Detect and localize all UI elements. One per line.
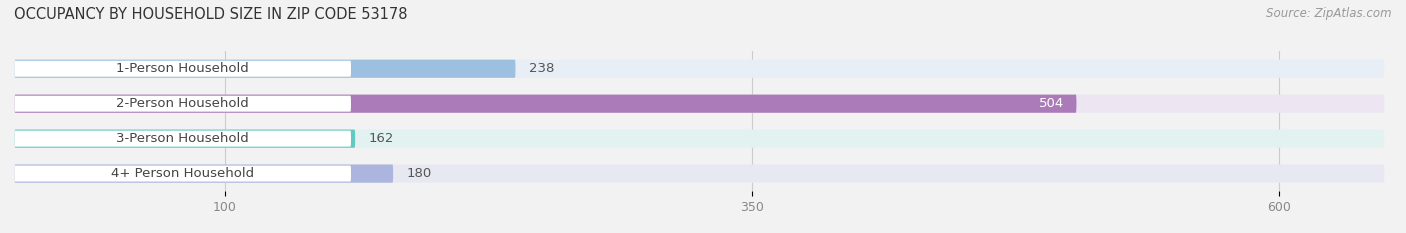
Text: 504: 504 [1039, 97, 1064, 110]
FancyBboxPatch shape [14, 131, 352, 147]
Text: 2-Person Household: 2-Person Household [117, 97, 249, 110]
Text: 4+ Person Household: 4+ Person Household [111, 167, 254, 180]
FancyBboxPatch shape [14, 130, 1385, 148]
FancyBboxPatch shape [14, 60, 1385, 78]
FancyBboxPatch shape [14, 60, 516, 78]
FancyBboxPatch shape [14, 166, 352, 182]
Text: OCCUPANCY BY HOUSEHOLD SIZE IN ZIP CODE 53178: OCCUPANCY BY HOUSEHOLD SIZE IN ZIP CODE … [14, 7, 408, 22]
Text: 238: 238 [529, 62, 554, 75]
Text: Source: ZipAtlas.com: Source: ZipAtlas.com [1267, 7, 1392, 20]
Text: 3-Person Household: 3-Person Household [117, 132, 249, 145]
FancyBboxPatch shape [14, 61, 352, 77]
Text: 1-Person Household: 1-Person Household [117, 62, 249, 75]
FancyBboxPatch shape [14, 95, 1077, 113]
Text: 162: 162 [368, 132, 394, 145]
FancyBboxPatch shape [14, 164, 394, 183]
Text: 180: 180 [406, 167, 432, 180]
FancyBboxPatch shape [14, 96, 352, 112]
FancyBboxPatch shape [14, 164, 1385, 183]
FancyBboxPatch shape [14, 130, 356, 148]
FancyBboxPatch shape [14, 95, 1385, 113]
